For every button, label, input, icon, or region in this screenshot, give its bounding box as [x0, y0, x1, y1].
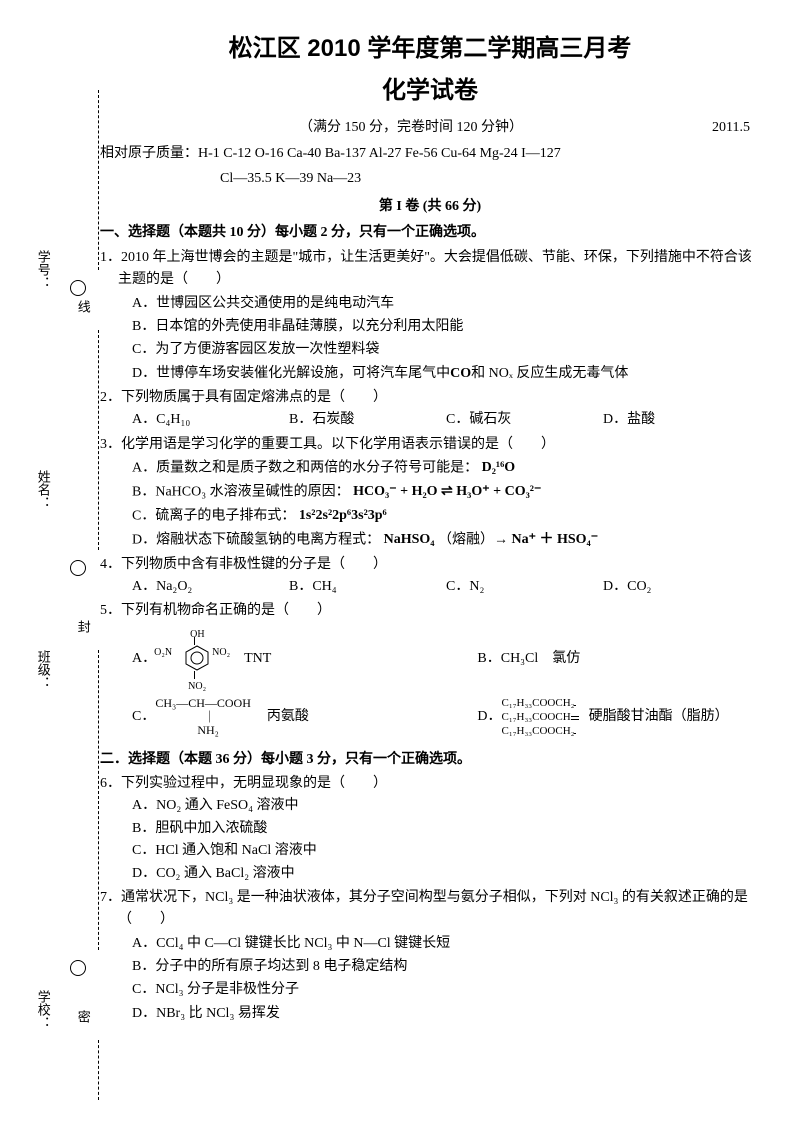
q1-A: A．世博园区公共交通使用的是纯电动汽车: [132, 293, 760, 315]
q6-C: C．HCl 通入饱和 NaCl 溶液中: [132, 840, 433, 862]
binding-margin: 学号： 姓名： 班级： 学校： 线 封 密: [20, 0, 90, 1130]
q3: 3．化学用语是学习化学的重要工具。以下化学用语表示错误的是（ ） A．质量数之和…: [100, 434, 760, 552]
q3-C: C．硫离子的电子排布式： 1s²2s²2p⁶3s²3p⁶: [132, 505, 760, 528]
q3-D-f1: NaHSO₄: [384, 529, 435, 551]
label-xuexiao: 学校：: [32, 990, 53, 1029]
text-mi: 密: [72, 1010, 93, 1023]
dash-3: [98, 650, 99, 950]
label-xuehao: 学号：: [32, 250, 53, 289]
atomic-mass-2: Cl—35.5 K—39 Na—23: [100, 168, 760, 190]
q2-A: A．C₄H₁₀: [132, 409, 259, 431]
section2-head: 二．选择题（本题 36 分）每小题 3 分，只有一个正确选项。: [100, 749, 760, 771]
q4-stem: 4．下列物质中含有非极性键的分子是（ ）: [100, 554, 760, 576]
benzene-ring-icon: [184, 645, 210, 671]
q7-stem: 7．通常状况下，NCl₃ 是一种油状液体，其分子空间构型与氨分子相似，下列对 N…: [100, 887, 760, 932]
q5-stem: 5．下列有机物命名正确的是（ ）: [100, 600, 760, 622]
circle-2: [70, 560, 86, 576]
q5-A-name: TNT: [244, 648, 271, 670]
q6: 6．下列实验过程中，无明显现象的是（ ） A．NO₂ 通入 FeSO₄ 溶液中 …: [100, 773, 760, 885]
section1-head: 一、选择题（本题共 10 分）每小题 2 分，只有一个正确选项。: [100, 222, 760, 244]
q7-D: D．NBr₃ 比 NCl₃ 易挥发: [132, 1003, 760, 1025]
circle-1: [70, 280, 86, 296]
q4: 4．下列物质中含有非极性键的分子是（ ） A．Na₂O₂ B．CH₄ C．N₂ …: [100, 554, 760, 599]
q5-C-l3: NH₂: [155, 723, 219, 737]
q1: 1．2010 年上海世博会的主题是"城市，让生活更美好"。大会提倡低碳、节能、环…: [100, 247, 760, 385]
q5-D-l3: C₁₇H₃₃COOCH₂: [502, 725, 575, 737]
dash-1: [98, 90, 99, 270]
q7-A: A．CCl₄ 中 C—Cl 键键长比 NCl₃ 中 N—Cl 键键长短: [132, 933, 760, 955]
tnt-no2-2: NO₂: [188, 679, 206, 695]
q3-D: D．熔融状态下硫酸氢钠的电离方程式： NaHSO₄ （熔融）→ Na⁺ ＋ HS…: [132, 529, 760, 552]
q1-D-post: 和 NOₓ 反应生成无毒气体: [471, 366, 628, 381]
dash-2: [98, 330, 99, 550]
q6-A: A．NO₂ 通入 FeSO₄ 溶液中: [132, 795, 433, 817]
q3-B-pre: B．NaHCO₃ 水溶液呈碱性的原因：: [132, 484, 350, 499]
q5-D-name: 硬脂酸甘油酯（脂肪）: [589, 706, 729, 728]
text-xian: 线: [72, 300, 93, 313]
q7-B: B．分子中的所有原子均达到 8 电子稳定结构: [132, 956, 760, 978]
exam-info: （满分 150 分，完卷时间 120 分钟）: [110, 117, 712, 139]
q5-D-l1: C₁₇H₃₃COOCH₂: [502, 697, 575, 709]
q3-C-formula: 1s²2s²2p⁶3s²3p⁶: [299, 505, 387, 527]
q2: 2．下列物质属于具有固定熔沸点的是（ ） A．C₄H₁₀ B．石炭酸 C．碱石灰…: [100, 387, 760, 432]
q5-C-name: 丙氨酸: [267, 706, 309, 728]
q1-C: C．为了方便游客园区发放一次性塑料袋: [132, 339, 760, 361]
tnt-o2n: O₂N: [154, 645, 172, 661]
q2-D: D．盐酸: [603, 409, 730, 431]
q1-D: D．世博停车场安装催化光解设施，可将汽车尾气中CO和 NOₓ 反应生成无毒气体: [132, 363, 760, 385]
exam-date: 2011.5: [712, 117, 750, 139]
text-feng: 封: [72, 620, 93, 633]
tnt-oh: OH: [190, 627, 204, 643]
q3-D-mid: （熔融）→: [438, 532, 508, 547]
q2-B: B．石炭酸: [289, 409, 416, 431]
q5-C-l2: ｜: [155, 710, 215, 724]
q4-C: C．N₂: [446, 576, 573, 598]
q4-B: B．CH₄: [289, 576, 416, 598]
q1-stem: 1．2010 年上海世博会的主题是"城市，让生活更美好"。大会提倡低碳、节能、环…: [100, 247, 760, 292]
q5-C-label: C．: [132, 706, 155, 728]
q5-D-label: D．: [477, 706, 501, 728]
q2-C: C．碱石灰: [446, 409, 573, 431]
q4-D: D．CO₂: [603, 576, 730, 598]
page-title-2: 化学试卷: [100, 72, 760, 110]
q3-B-formula: HCO₃⁻ + H₂O ⇌ H₃O⁺ + CO₃²⁻: [353, 481, 541, 503]
tnt-structure: OH O₂N NO₂ NO₂: [156, 627, 236, 692]
q1-B: B．日本馆的外壳使用非晶硅薄膜，以充分利用太阳能: [132, 316, 760, 338]
q5: 5．下列有机物命名正确的是（ ） A． OH O₂N NO₂ NO₂ TNT B…: [100, 600, 760, 738]
q3-A: A．质量数之和是质子数之和两倍的水分子符号可能是： D₂¹⁶O: [132, 457, 760, 480]
q6-B: B．胆矾中加入浓硫酸: [132, 818, 433, 840]
q1-D-co: CO: [450, 366, 471, 381]
q3-C-pre: C．硫离子的电子排布式：: [132, 508, 295, 523]
q3-A-formula: D₂¹⁶O: [482, 457, 516, 479]
q1-D-pre: D．世博停车场安装催化光解设施，可将汽车尾气中: [132, 366, 450, 381]
q6-D: D．CO₂ 通入 BaCl₂ 溶液中: [132, 863, 433, 885]
q3-B: B．NaHCO₃ 水溶液呈碱性的原因： HCO₃⁻ + H₂O ⇌ H₃O⁺ +…: [132, 481, 760, 504]
part-1-head: 第 I 卷 (共 66 分): [100, 196, 760, 218]
q3-D-pre: D．熔融状态下硫酸氢钠的电离方程式：: [132, 532, 380, 547]
q3-D-f2: Na⁺ ＋ HSO₄⁻: [511, 529, 598, 551]
exam-info-row: （满分 150 分，完卷时间 120 分钟） 2011.5: [100, 117, 760, 139]
q7-C: C．NCl₃ 分子是非极性分子: [132, 979, 760, 1001]
tnt-no2-1: NO₂: [212, 645, 230, 661]
q3-stem: 3．化学用语是学习化学的重要工具。以下化学用语表示错误的是（ ）: [100, 434, 760, 456]
q5-A-label: A．: [132, 648, 156, 670]
q4-A: A．Na₂O₂: [132, 576, 259, 598]
page-title-1: 松江区 2010 学年度第二学期高三月考: [100, 30, 760, 68]
dash-4: [98, 1040, 99, 1100]
q6-stem: 6．下列实验过程中，无明显现象的是（ ）: [100, 773, 760, 795]
label-banji: 班级：: [32, 650, 53, 689]
q7: 7．通常状况下，NCl₃ 是一种油状液体，其分子空间构型与氨分子相似，下列对 N…: [100, 887, 760, 1025]
q2-stem: 2．下列物质属于具有固定熔沸点的是（ ）: [100, 387, 760, 409]
q3-A-pre: A．质量数之和是质子数之和两倍的水分子符号可能是：: [132, 461, 478, 476]
q5-D-l2: C₁₇H₃₃COOCH: [502, 711, 571, 723]
circle-3: [70, 960, 86, 976]
atomic-mass-1: 相对原子质量：H-1 C-12 O-16 Ca-40 Ba-137 Al-27 …: [100, 143, 760, 165]
q5-C-l1: CH₃—CH—COOH: [155, 696, 251, 710]
q5-B: B．CH₃Cl 氯仿: [477, 648, 580, 670]
label-xingming: 姓名：: [32, 470, 53, 509]
